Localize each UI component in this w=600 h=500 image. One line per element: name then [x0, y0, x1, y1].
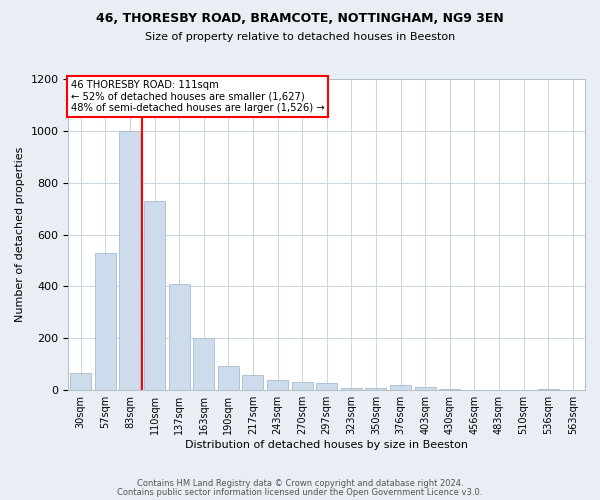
Bar — [341, 388, 362, 390]
Text: Contains public sector information licensed under the Open Government Licence v3: Contains public sector information licen… — [118, 488, 482, 497]
Bar — [538, 389, 559, 390]
X-axis label: Distribution of detached houses by size in Beeston: Distribution of detached houses by size … — [185, 440, 468, 450]
Bar — [242, 374, 263, 390]
Bar — [119, 131, 140, 390]
Bar — [144, 201, 165, 390]
Bar — [169, 284, 190, 390]
Bar — [390, 385, 411, 390]
Text: Contains HM Land Registry data © Crown copyright and database right 2024.: Contains HM Land Registry data © Crown c… — [137, 478, 463, 488]
Y-axis label: Number of detached properties: Number of detached properties — [15, 147, 25, 322]
Bar — [365, 388, 386, 390]
Bar — [267, 380, 288, 390]
Bar — [95, 253, 116, 390]
Text: 46, THORESBY ROAD, BRAMCOTE, NOTTINGHAM, NG9 3EN: 46, THORESBY ROAD, BRAMCOTE, NOTTINGHAM,… — [96, 12, 504, 26]
Bar — [292, 382, 313, 390]
Text: 46 THORESBY ROAD: 111sqm
← 52% of detached houses are smaller (1,627)
48% of sem: 46 THORESBY ROAD: 111sqm ← 52% of detach… — [71, 80, 325, 114]
Bar — [193, 338, 214, 390]
Bar — [218, 366, 239, 390]
Bar — [70, 374, 91, 390]
Bar — [415, 387, 436, 390]
Bar — [316, 383, 337, 390]
Text: Size of property relative to detached houses in Beeston: Size of property relative to detached ho… — [145, 32, 455, 42]
